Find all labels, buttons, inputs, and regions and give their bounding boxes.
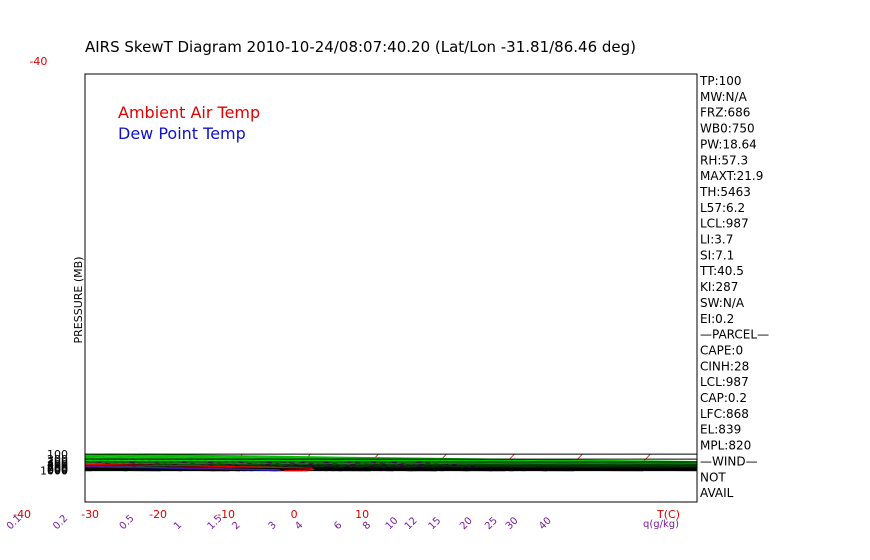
series-line: [85, 463, 316, 472]
sounding-index-label: TT:40.5: [699, 264, 744, 278]
sounding-index-label: RH:57.3: [700, 153, 748, 167]
sounding-index-label: CAPE:0: [700, 343, 743, 357]
mixing-ratio-line: [0, 462, 15, 471]
mixing-ratio-unit-label: q(g/kg): [643, 519, 679, 530]
sounding-index-label: L57:6.2: [700, 201, 745, 215]
plot-frame: [84, 73, 698, 503]
mixing-ratio-tick-label: 30: [504, 515, 521, 532]
sounding-index-label: PW:18.64: [700, 137, 757, 151]
dry-adiabat-line: [107, 453, 697, 463]
mixing-ratio-tick-label: 10: [384, 515, 401, 532]
pressure-tick-label: 1000: [40, 465, 68, 478]
sounding-index-label: SI:7.1: [700, 248, 734, 262]
sounding-index-label: NOT: [700, 470, 726, 484]
mixing-ratio-tick-label: 0.5: [118, 513, 137, 532]
mixing-ratio-tick-label: 20: [458, 515, 475, 532]
mixing-ratio-tick-label: 8: [361, 520, 373, 532]
dry-adiabat-line: [85, 456, 697, 466]
mixing-ratio-tick-label: 4: [293, 520, 305, 532]
sounding-index-label: LCL:987: [700, 375, 749, 389]
mixing-ratio-tick-label: 6: [332, 520, 344, 532]
dry-adiabat-line: [85, 453, 697, 463]
dry-adiabat-line: [0, 454, 23, 471]
mixing-ratio-tick-label: 2: [230, 520, 242, 532]
bottom-temp-tick-label: -30: [81, 508, 99, 521]
sounding-index-label: TP:100: [699, 74, 742, 88]
top-temp-tick-label: -40: [29, 55, 47, 68]
dry-adiabat-line: [85, 456, 697, 466]
pressure-tick-label: 600: [47, 461, 68, 474]
dry-adiabat-line: [85, 455, 697, 465]
sounding-index-label: TH:5463: [699, 185, 751, 199]
pressure-tick-label: 900: [47, 464, 68, 477]
sounding-index-label: SW:N/A: [700, 296, 745, 310]
mixing-ratio-tick-label: 12: [403, 515, 420, 532]
series-line: [85, 465, 281, 472]
dry-adiabat-line: [85, 454, 697, 464]
sounding-index-label: EI:0.2: [700, 312, 734, 326]
bottom-temp-tick-label: 10: [355, 508, 369, 521]
pressure-tick-label: 400: [47, 458, 68, 471]
sounding-index-label: WB0:750: [700, 122, 755, 136]
sounding-index-label: —WIND—: [700, 454, 758, 468]
legend-dew-point-temp: Dew Point Temp: [118, 124, 246, 143]
sounding-index-label: LI:3.7: [700, 233, 733, 247]
mixing-ratio-tick-label: 1: [172, 520, 184, 532]
pressure-tick-label: 800: [47, 463, 68, 476]
mixing-ratio-tick-label: 3: [267, 520, 279, 532]
sounding-index-label: FRZ:686: [700, 106, 750, 120]
sounding-index-label: CINH:28: [700, 359, 749, 373]
mixing-ratio-tick-label: 0.2: [51, 513, 70, 532]
bottom-temp-tick-label: -20: [149, 508, 167, 521]
dry-adiabat-line: [85, 458, 697, 468]
mixing-ratio-tick-label: 25: [483, 515, 500, 532]
pressure-tick-label: 200: [47, 453, 68, 466]
dry-adiabat-line: [85, 457, 697, 467]
pressure-tick-label: 300: [47, 456, 68, 469]
sounding-index-label: AVAIL: [700, 486, 734, 500]
y-axis-label: PRESSURE (MB): [72, 257, 85, 344]
sounding-index-label: MAXT:21.9: [700, 169, 763, 183]
bottom-temp-tick-label: 0: [291, 508, 298, 521]
mixing-ratio-tick-label: 15: [427, 515, 444, 532]
temp-unit-label: T(C): [656, 508, 680, 521]
pressure-tick-label: 100: [47, 448, 68, 461]
sounding-index-label: MW:N/A: [700, 90, 748, 104]
sounding-index-label: KI:287: [700, 280, 738, 294]
sounding-index-label: —PARCEL—: [700, 328, 769, 342]
pressure-tick-label: 700: [47, 462, 68, 475]
pressure-tick-label: 500: [47, 460, 68, 473]
dry-adiabat-line: [142, 453, 697, 462]
legend-ambient-air-temp: Ambient Air Temp: [118, 103, 260, 122]
bottom-temp-tick-label: -40: [13, 508, 31, 521]
series-layer: [85, 463, 316, 472]
sounding-index-label: MPL:820: [700, 439, 751, 453]
chart-title: AIRS SkewT Diagram 2010-10-24/08:07:40.2…: [85, 38, 636, 56]
sounding-index-label: LFC:868: [700, 407, 749, 421]
dry-adiabat-line: [85, 455, 697, 464]
bottom-temp-tick-label: -10: [217, 508, 235, 521]
mixing-ratio-tick-label: 40: [537, 515, 554, 532]
sounding-index-label: LCL:987: [700, 217, 749, 231]
sounding-index-label: EL:839: [700, 423, 741, 437]
sounding-index-label: CAP:0.2: [700, 391, 747, 405]
isotherm-line: [22, 454, 38, 471]
